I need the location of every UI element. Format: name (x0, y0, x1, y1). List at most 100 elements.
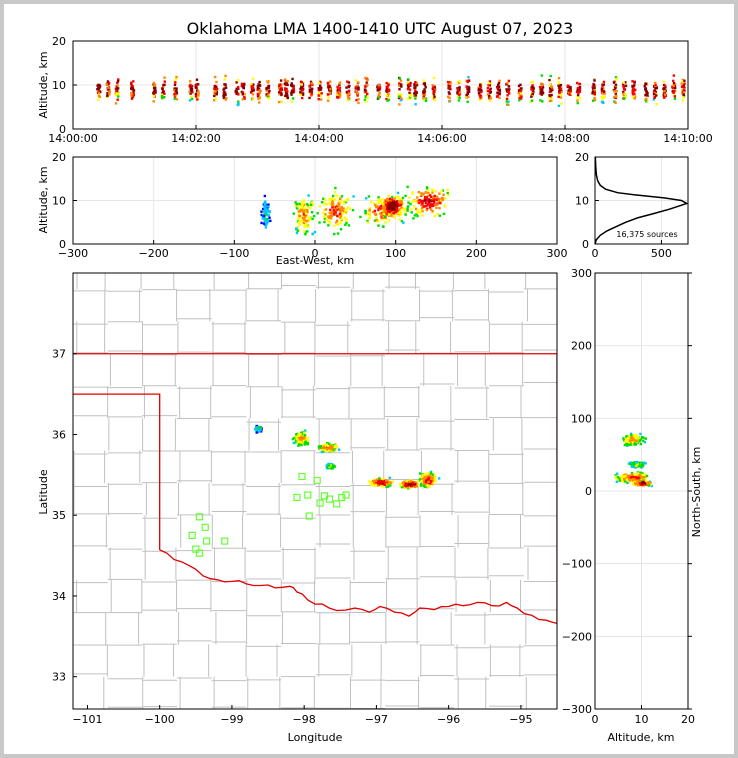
source-mark (375, 218, 379, 222)
source-mark (377, 199, 380, 202)
source-mark (467, 85, 470, 89)
source-mark (425, 478, 428, 482)
plan-view-x-tick-label: −98 (293, 713, 316, 726)
source-mark (408, 196, 411, 199)
source-mark (261, 217, 265, 220)
source-mark (636, 462, 639, 466)
source-mark (190, 97, 194, 101)
source-mark (264, 222, 268, 226)
altitude-north-south-y-tick-label: −300 (562, 703, 592, 716)
source-mark (316, 212, 319, 215)
source-mark (381, 216, 385, 220)
source-mark (409, 484, 413, 488)
source-mark (368, 208, 371, 212)
source-mark (336, 85, 339, 89)
source-mark (319, 94, 323, 97)
source-mark (197, 94, 200, 97)
plan-view-ylabel: Latitude (37, 469, 50, 515)
source-mark (398, 82, 401, 85)
source-mark (410, 207, 413, 211)
figure-frame: Oklahoma LMA 1400-1410 UTC August 07, 20… (4, 4, 734, 754)
source-mark (429, 195, 433, 199)
source-mark (645, 93, 649, 97)
source-mark (303, 217, 306, 221)
source-mark (615, 77, 618, 81)
source-mark (213, 85, 216, 88)
source-mark (347, 81, 351, 84)
source-mark (318, 84, 322, 87)
source-mark (256, 94, 260, 98)
source-mark (262, 214, 266, 218)
source-mark (496, 94, 499, 98)
source-mark (397, 93, 400, 96)
lma-station-marker (333, 500, 341, 508)
source-mark (330, 212, 333, 215)
source-mark (627, 475, 630, 478)
source-mark (631, 86, 634, 89)
source-mark (432, 199, 435, 203)
source-mark (508, 92, 511, 95)
source-mark (195, 78, 199, 81)
source-mark (345, 90, 349, 94)
source-mark (306, 215, 309, 218)
source-mark (409, 202, 412, 206)
source-mark (377, 84, 380, 87)
source-mark (319, 98, 323, 101)
source-mark (280, 83, 283, 86)
source-mark (478, 94, 481, 97)
source-mark (252, 83, 255, 86)
source-mark (602, 83, 606, 86)
source-mark (342, 202, 346, 205)
source-mark (672, 90, 676, 93)
source-mark (632, 89, 635, 93)
source-mark (364, 100, 368, 103)
source-mark (329, 208, 332, 212)
source-mark (267, 86, 270, 90)
source-mark (401, 206, 404, 210)
source-mark (283, 88, 287, 91)
source-mark (477, 91, 481, 95)
source-mark (107, 83, 110, 86)
source-mark (107, 86, 110, 89)
source-mark (304, 203, 308, 206)
source-mark (683, 82, 686, 85)
source-mark (338, 212, 342, 215)
source-mark (336, 232, 340, 235)
source-mark (423, 478, 426, 481)
source-mark (529, 100, 533, 104)
source-mark (324, 208, 328, 211)
source-mark (415, 81, 419, 85)
source-mark (332, 449, 335, 452)
source-mark (161, 87, 164, 90)
source-mark (300, 96, 304, 100)
source-mark (324, 202, 327, 205)
source-mark (398, 204, 401, 207)
plan-view-xlabel: Longitude (288, 731, 343, 744)
source-mark (377, 196, 380, 199)
source-mark (489, 82, 492, 86)
source-mark (130, 94, 134, 97)
source-mark (624, 93, 627, 96)
source-mark (415, 485, 419, 488)
source-mark (257, 83, 260, 86)
source-mark (326, 99, 330, 102)
source-mark (235, 87, 238, 91)
source-mark (338, 200, 341, 203)
source-mark (531, 92, 534, 96)
source-mark (498, 88, 501, 91)
source-mark (305, 219, 308, 223)
source-mark (403, 207, 406, 211)
source-mark (489, 96, 492, 100)
source-mark (406, 207, 409, 210)
source-mark (644, 462, 647, 465)
source-mark (612, 81, 616, 84)
source-mark (425, 196, 429, 199)
source-mark (414, 207, 418, 211)
source-mark (408, 91, 411, 95)
source-mark (682, 91, 686, 94)
source-mark (381, 482, 384, 485)
lma-station-marker (293, 493, 301, 502)
lma-figure: Oklahoma LMA 1400-1410 UTC August 07, 20… (37, 19, 713, 744)
source-mark (519, 97, 523, 100)
lma-station-marker (305, 512, 313, 520)
